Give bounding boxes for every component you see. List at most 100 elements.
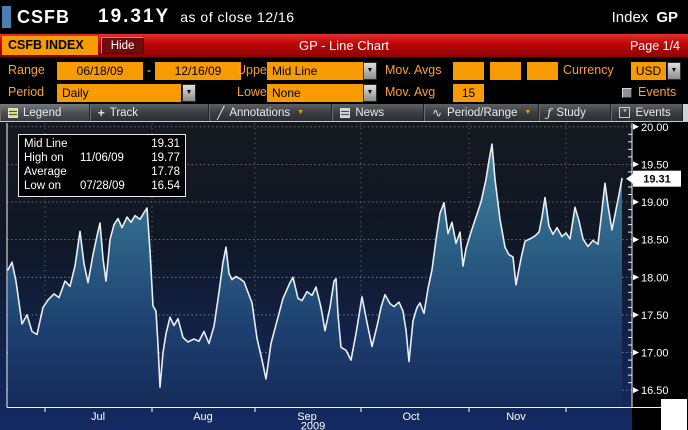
legend-row-average: Average 17.78 <box>24 165 180 179</box>
chart-settings-toolbar: Range 06/18/09 - 12/16/09 Upper Mid Line… <box>0 57 688 104</box>
last-price-text: 19.31Y <box>98 6 171 27</box>
tab-annotations[interactable]: ╱ Annotations ▼ <box>209 104 333 121</box>
legend-label: High on <box>24 152 64 164</box>
svg-text:17.00: 17.00 <box>641 348 669 360</box>
chart-title: GP - Line Chart <box>298 38 390 53</box>
tab-annotations-label: Annotations <box>229 106 291 119</box>
lower-select[interactable]: None <box>267 84 363 102</box>
svg-text:19.50: 19.50 <box>641 159 669 171</box>
range-end-input[interactable]: 12/16/09 <box>155 62 241 80</box>
events-icon: * <box>619 107 631 118</box>
legend-row-low: Low on 07/28/09 16.54 <box>24 179 180 193</box>
svg-text:19.31: 19.31 <box>643 174 671 186</box>
tab-news-label: News <box>355 106 385 119</box>
tab-period-range-label: Period/Range <box>447 106 518 119</box>
upper-select[interactable]: Mid Line <box>267 62 363 80</box>
legend-date <box>80 137 142 151</box>
svg-text:20.00: 20.00 <box>641 122 669 134</box>
legend-row-midline: Mid Line 19.31 <box>24 137 180 151</box>
tabbar-endcap <box>682 104 688 121</box>
tab-study-label: Study <box>556 106 586 119</box>
currency-label: Currency <box>563 63 614 77</box>
ticker-symbol[interactable]: CSFB <box>17 6 70 27</box>
legend-label: Average <box>24 166 67 178</box>
events-label: Events <box>638 85 677 99</box>
legend-row-high: High on 11/06/09 19.77 <box>24 151 180 165</box>
legend-date: 07/28/09 <box>80 180 125 192</box>
upper-dropdown-arrow[interactable]: ▼ <box>363 62 377 80</box>
svg-text:Oct: Oct <box>402 411 419 423</box>
range-label: Range <box>8 63 45 77</box>
period-range-icon: ∿ <box>431 105 443 120</box>
legend-date <box>80 165 142 179</box>
tab-legend[interactable]: Legend <box>0 104 90 121</box>
legend-label: Mid Line <box>24 138 68 150</box>
range-separator: - <box>147 63 151 77</box>
currency-dropdown-arrow[interactable]: ▼ <box>667 62 681 80</box>
svg-text:18.50: 18.50 <box>641 235 669 247</box>
mov-avg-input-1[interactable] <box>453 62 484 80</box>
tab-events[interactable]: * Events <box>611 104 682 121</box>
news-icon <box>340 107 351 118</box>
price-chart-svg: 16.50 17.00 17.50 18.00 18.50 19.00 19.50 20.00… <box>0 121 688 430</box>
function-title-bar: GP - Line Chart CSFB INDEX Hide Page 1/4 <box>0 34 688 57</box>
events-checkbox[interactable] <box>622 88 632 98</box>
upper-label: Upper <box>237 63 272 77</box>
currency-select[interactable]: USD <box>631 62 666 80</box>
hide-button[interactable]: Hide <box>100 37 145 54</box>
svg-text:Aug: Aug <box>193 411 213 423</box>
legend-value: 19.77 <box>151 152 180 164</box>
legend-value: 19.31 <box>151 138 180 150</box>
legend-value: 16.54 <box>151 180 180 192</box>
corner-blank-box <box>661 399 687 430</box>
period-label: Period <box>8 85 45 99</box>
tab-study[interactable]: ƒ Study <box>539 104 612 121</box>
tab-news[interactable]: News <box>332 104 424 121</box>
mov-avg-period-input[interactable]: 15 <box>453 84 484 102</box>
tab-period-range[interactable]: ∿ Period/Range ▼ <box>424 104 539 121</box>
legend-value: 17.78 <box>151 166 180 178</box>
svg-text:19.00: 19.00 <box>641 197 669 209</box>
range-start-input[interactable]: 06/18/09 <box>57 62 143 80</box>
svg-text:Sep: Sep <box>297 411 317 423</box>
index-label: Index <box>611 8 649 26</box>
lower-dropdown-arrow[interactable]: ▼ <box>363 84 377 102</box>
function-code: GP <box>656 8 678 26</box>
legend-icon <box>8 107 18 118</box>
mov-avg-label: Mov. Avg <box>385 85 436 99</box>
legend-date: 11/06/09 <box>80 152 124 164</box>
lower-label: Lower <box>237 85 272 99</box>
toolbar-row-1: Range 06/18/09 - 12/16/09 Upper Mid Line… <box>0 61 688 81</box>
page-indicator[interactable]: Page 1/4 <box>629 38 680 53</box>
plot-group: 16.50 17.00 17.50 18.00 18.50 19.00 19.50 20.00… <box>6 122 681 430</box>
plus-icon: + <box>97 105 105 120</box>
period-select[interactable]: Daily <box>57 84 181 102</box>
chart-legend-box[interactable]: Mid Line 19.31 High on 11/06/09 19.77 Av… <box>18 134 186 197</box>
toolbar-row-2: Period Daily ▼ Lower None ▼ Mov. Avg 15 … <box>0 83 688 103</box>
pencil-icon: ╱ <box>217 105 225 120</box>
tab-track-label: Track <box>109 106 139 119</box>
text-cursor-block <box>2 6 11 28</box>
svg-text:Jul: Jul <box>91 411 105 423</box>
svg-text:18.00: 18.00 <box>641 272 669 284</box>
price-chart-panel[interactable]: 16.50 17.00 17.50 18.00 18.50 19.00 19.50 20.00… <box>0 121 688 430</box>
svg-text:17.50: 17.50 <box>641 310 669 322</box>
as-of-text: as of close 12/16 <box>180 9 295 25</box>
period-dropdown-arrow[interactable]: ▼ <box>182 84 196 102</box>
index-function-label: Index GP <box>612 9 678 26</box>
tab-events-label: Events <box>635 106 671 119</box>
security-name-box[interactable]: CSFB INDEX <box>2 36 98 55</box>
mov-avg-input-3[interactable] <box>527 62 558 80</box>
tab-track[interactable]: + Track <box>90 104 210 121</box>
svg-text:Nov: Nov <box>506 411 526 423</box>
terminal-top-bar: CSFB 19.31Y as of close 12/16 Index GP <box>0 0 688 34</box>
tab-legend-label: Legend <box>23 106 62 119</box>
svg-text:2009: 2009 <box>301 421 325 430</box>
svg-text:16.50: 16.50 <box>641 385 669 397</box>
period-range-caret-icon: ▼ <box>524 109 532 116</box>
legend-label: Low on <box>24 180 62 192</box>
mov-avg-input-2[interactable] <box>490 62 521 80</box>
function-icon: ƒ <box>546 105 552 120</box>
annotations-caret-icon: ▼ <box>297 109 305 116</box>
chart-tab-bar: Legend + Track ╱ Annotations ▼ News ∿ Pe… <box>0 104 688 121</box>
